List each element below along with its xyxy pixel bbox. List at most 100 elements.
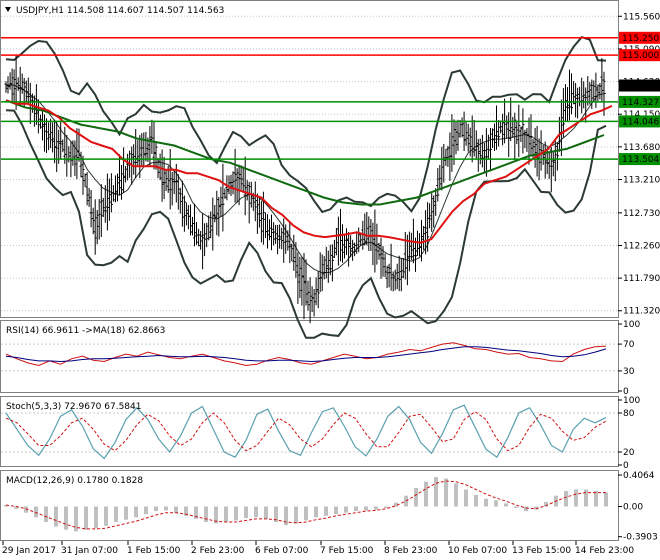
- rsi-tick-label: 30: [623, 367, 635, 377]
- macd-hist-bar: [154, 506, 158, 512]
- level-tag-label: 114.327: [622, 98, 659, 108]
- macd-hist-bar: [94, 506, 98, 529]
- rsi-tick-label: 100: [623, 320, 640, 330]
- level-tag: [619, 31, 660, 44]
- ma-red-line: [5, 99, 613, 244]
- macd-hist-bar: [294, 506, 298, 524]
- y-tick-label: 112.260: [623, 241, 660, 251]
- y-tick-label: 113.680: [623, 143, 660, 153]
- macd-hist-bar: [364, 506, 368, 511]
- symbol-title: USDJPY,H1 114.508 114.607 114.507 114.56…: [16, 6, 224, 16]
- macd-hist-bar: [104, 506, 108, 526]
- x-tick-label: 2 Feb 23:00: [191, 546, 245, 556]
- stoch-tick-label: 0: [623, 461, 629, 471]
- macd-hist-bar: [34, 506, 38, 518]
- macd-hist-bar: [464, 489, 468, 507]
- level-tag-label: 113.504: [622, 155, 659, 165]
- stoch-main-line: [5, 404, 607, 460]
- current-price-label: 114.563: [622, 82, 659, 92]
- macd-hist-bar: [414, 487, 418, 507]
- macd-tick-label: 0.00: [623, 503, 643, 513]
- level-tag: [619, 95, 660, 108]
- stoch-tick-label: 100: [623, 396, 640, 406]
- macd-hist-bar: [584, 489, 588, 507]
- y-tick-label: 114.150: [623, 110, 660, 120]
- macd-hist-bar: [574, 489, 578, 507]
- x-tick-label: 31 Jan 07:00: [61, 546, 118, 556]
- macd-hist-bar: [164, 506, 168, 511]
- y-tick-label: 113.210: [623, 175, 660, 185]
- macd-hist-bar: [504, 503, 508, 507]
- macd-hist-bar: [264, 506, 268, 519]
- bollinger-lower-line: [5, 109, 607, 339]
- level-tag: [619, 153, 660, 166]
- macd-hist-bar: [204, 506, 208, 522]
- x-tick-label: 7 Feb 15:00: [320, 546, 374, 556]
- macd-tick-label: 0.4064: [623, 471, 655, 481]
- macd-hist-bar: [564, 491, 568, 507]
- y-tick-label: 111.790: [623, 274, 660, 284]
- x-tick-label: 6 Feb 07:00: [255, 546, 309, 556]
- rsi-tick-label: 0: [623, 387, 629, 397]
- macd-hist-bar: [324, 506, 328, 516]
- macd-hist-bar: [214, 506, 218, 524]
- macd-hist-bar: [114, 506, 118, 522]
- macd-hist-bar: [354, 506, 358, 512]
- macd-tick-label: -0.3903: [623, 533, 658, 543]
- rsi-line: [5, 342, 607, 367]
- stoch-tick-label: 80: [623, 409, 635, 419]
- rsi-indicator: 100 70 30 0: [1, 320, 640, 397]
- macd-hist-bar: [384, 506, 388, 508]
- level-tag-label: 115.000: [622, 51, 659, 61]
- level-tag: [619, 115, 660, 128]
- macd-hist-bar: [604, 492, 608, 507]
- macd-hist-bar: [74, 506, 78, 532]
- x-tick-label: 14 Feb 23:00: [575, 546, 634, 556]
- macd-hist-bar: [44, 506, 48, 522]
- x-tick-label: 1 Feb 15:00: [127, 546, 181, 556]
- macd-hist-bar: [274, 506, 278, 522]
- macd-hist-bar: [194, 506, 198, 519]
- macd-hist-bar: [314, 506, 318, 518]
- macd-title: MACD(12,26,9) 0.1780 0.1828: [6, 476, 143, 486]
- rsi-panel-frame: [0, 320, 619, 393]
- macd-hist-bar: [224, 506, 228, 522]
- price-panel-frame: [0, 0, 619, 318]
- macd-panel-frame: [0, 470, 619, 541]
- macd-hist-bar: [534, 506, 538, 510]
- rsi-ma-line: [5, 346, 607, 363]
- support-resistance-levels: 115.250 115.000 114.327 114.046 113.504 114.5…: [1, 31, 660, 166]
- macd-hist-bar: [484, 498, 488, 507]
- macd-hist-bar: [444, 478, 448, 507]
- macd-hist-bar: [434, 477, 438, 507]
- macd-hist-bar: [304, 506, 308, 521]
- macd-hist-bar: [474, 494, 478, 507]
- macd-hist-bar: [124, 506, 128, 520]
- moving-averages: [5, 99, 613, 244]
- dropdown-triangle-icon[interactable]: [5, 7, 11, 12]
- x-tick-label: 10 Feb 07:00: [448, 546, 507, 556]
- bollinger-upper-line: [5, 36, 607, 214]
- stoch-signal-line: [5, 411, 607, 452]
- macd-hist-bar: [254, 506, 258, 518]
- macd-indicator: 0.4064 0.00 -0.3903: [4, 471, 658, 543]
- macd-hist-bar: [344, 506, 348, 513]
- macd-hist-bar: [394, 502, 398, 507]
- macd-hist-bar: [284, 506, 288, 526]
- macd-hist-bar: [524, 506, 528, 512]
- macd-hist-bar: [244, 506, 248, 519]
- macd-hist-bar: [184, 506, 188, 516]
- macd-hist-bar: [374, 506, 378, 510]
- macd-hist-bar: [14, 506, 18, 509]
- y-tick-label: 115.560: [623, 12, 660, 22]
- macd-hist-bar: [24, 506, 28, 513]
- macd-hist-bar: [4, 505, 8, 507]
- macd-hist-bar: [134, 506, 138, 518]
- level-tag-label: 115.250: [622, 34, 659, 44]
- rsi-tick-label: 70: [623, 340, 635, 350]
- macd-hist-bar: [144, 506, 148, 515]
- macd-hist-bar: [454, 483, 458, 507]
- macd-hist-bar: [54, 506, 58, 527]
- macd-hist-bar: [594, 491, 598, 507]
- y-tick-label: 112.730: [623, 209, 660, 219]
